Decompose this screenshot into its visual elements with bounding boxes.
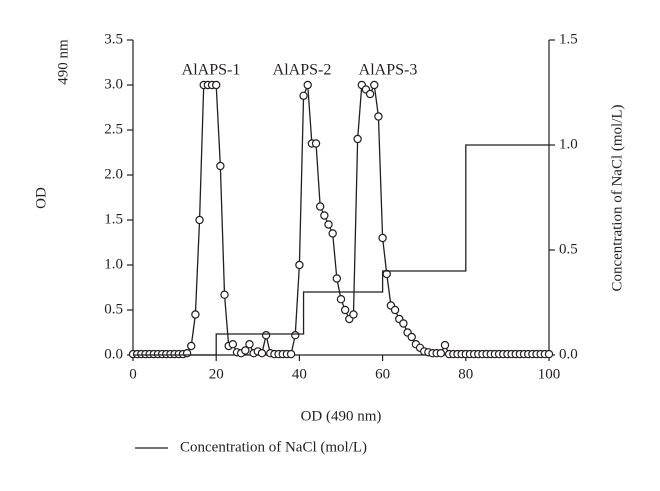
data-point xyxy=(340,305,350,315)
data-point xyxy=(370,80,379,90)
peak-annotation: AlAPS-2 xyxy=(273,62,332,79)
y-axis-unit: 490 nm xyxy=(55,39,71,85)
data-point xyxy=(195,215,204,225)
legend-label: Concentration of NaCl (mol/L) xyxy=(180,439,367,455)
y2-tick-label: 0.5 xyxy=(559,241,578,257)
y-tick-label: 1.0 xyxy=(104,256,123,272)
data-point xyxy=(544,349,554,359)
y-tick-label: 1.5 xyxy=(104,211,123,227)
data-point xyxy=(390,305,400,315)
x-tick-label: 20 xyxy=(209,366,224,382)
data-point xyxy=(182,349,192,358)
data-point xyxy=(349,310,358,319)
data-point xyxy=(220,290,229,299)
data-point xyxy=(436,349,446,358)
data-point xyxy=(316,202,325,211)
data-point xyxy=(353,134,362,144)
x-tick-label: 80 xyxy=(458,366,473,382)
y-tick-label: 2.0 xyxy=(104,166,123,182)
data-point xyxy=(191,310,200,319)
data-point xyxy=(216,161,225,171)
x-tick-label: 100 xyxy=(538,366,561,382)
data-point xyxy=(257,349,267,358)
data-point xyxy=(295,260,304,270)
data-point xyxy=(187,341,196,351)
data-point xyxy=(374,112,383,121)
data-point xyxy=(378,233,387,243)
peak-annotation: AlAPS-3 xyxy=(359,62,418,79)
y-tick-label: 3.0 xyxy=(104,76,123,92)
data-point xyxy=(311,139,321,148)
y-tick-label: 2.5 xyxy=(104,121,123,137)
x-tick-label: 0 xyxy=(129,366,137,382)
data-point xyxy=(228,340,238,349)
y-tick-label: 0.0 xyxy=(104,346,123,362)
data-point xyxy=(320,211,329,220)
y-tick-label: 0.5 xyxy=(104,301,123,317)
data-point xyxy=(365,89,375,99)
y-tick-label: 3.5 xyxy=(104,31,123,47)
data-point xyxy=(245,340,254,349)
x-tick-label: 40 xyxy=(292,366,307,382)
data-point xyxy=(328,229,337,238)
y2-axis-label: Concentration of NaCl (mol/L) xyxy=(609,104,625,291)
series-line xyxy=(133,144,549,356)
y2-tick-label: 1.5 xyxy=(559,31,578,47)
axis-frame xyxy=(132,40,550,356)
data-point xyxy=(299,91,308,101)
y2-tick-label: 1.0 xyxy=(559,136,578,152)
y-axis-label: OD xyxy=(33,187,49,209)
data-point xyxy=(440,340,450,350)
data-point xyxy=(324,220,333,229)
x-tick-label: 60 xyxy=(375,366,390,382)
data-point xyxy=(303,80,312,90)
data-point xyxy=(261,331,271,340)
data-point xyxy=(336,295,346,304)
data-point xyxy=(399,319,408,328)
y2-tick-label: 0.0 xyxy=(559,346,578,362)
data-point xyxy=(291,331,300,340)
data-point xyxy=(332,274,342,283)
data-point xyxy=(286,349,296,359)
data-point xyxy=(211,80,221,90)
peak-annotation: AlAPS-1 xyxy=(182,62,241,79)
x-axis-label: OD (490 nm) xyxy=(301,408,382,424)
data-point xyxy=(241,346,250,355)
data-point xyxy=(407,332,416,342)
